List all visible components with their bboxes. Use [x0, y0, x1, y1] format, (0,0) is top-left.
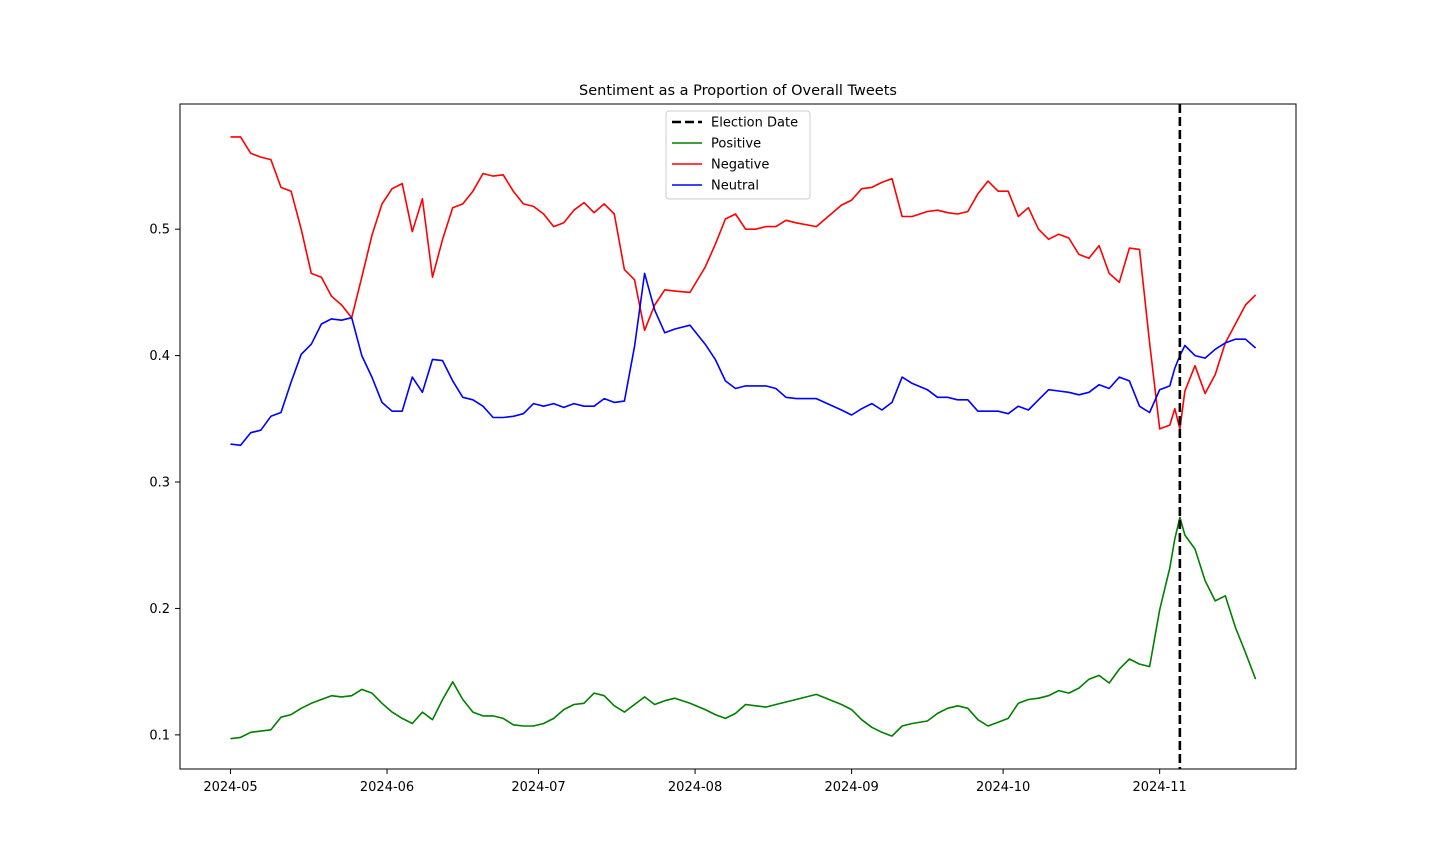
series-layer [230, 136, 1257, 740]
x-tick-label: 2024-07 [511, 780, 565, 795]
series-line-positive [230, 516, 1257, 740]
y-tick-label: 0.1 [149, 728, 170, 743]
legend-label-election-date: Election Date [711, 116, 798, 131]
y-tick-label: 0.3 [149, 476, 170, 491]
x-tick-label: 2024-06 [360, 780, 414, 795]
y-axis: 0.1 0.2 0.3 0.4 0.5 [149, 223, 180, 743]
x-tick-label: 2024-05 [203, 780, 257, 795]
legend-label-negative: Negative [711, 158, 769, 173]
plot-frame [179, 103, 1297, 770]
x-tick-label: 2024-10 [976, 780, 1030, 795]
x-tick-label: 2024-08 [668, 780, 722, 795]
y-tick-label: 0.4 [149, 349, 170, 364]
x-tick-label: 2024-11 [1132, 780, 1186, 795]
legend-box [665, 110, 811, 200]
legend-label-positive: Positive [711, 137, 761, 152]
series-line-negative [230, 136, 1257, 430]
series-line-neutral [230, 272, 1257, 447]
y-tick-label: 0.2 [149, 602, 170, 617]
x-tick-label: 2024-09 [824, 780, 878, 795]
x-axis: 2024-05 2024-06 2024-07 2024-08 2024-09 2024-… [203, 769, 1187, 795]
legend: Election Date Positive Negative Neutral [665, 110, 811, 200]
y-tick-label: 0.5 [149, 223, 170, 238]
legend-label-neutral: Neutral [711, 179, 759, 194]
chart-title: Sentiment as a Proportion of Overall Twe… [579, 83, 897, 99]
